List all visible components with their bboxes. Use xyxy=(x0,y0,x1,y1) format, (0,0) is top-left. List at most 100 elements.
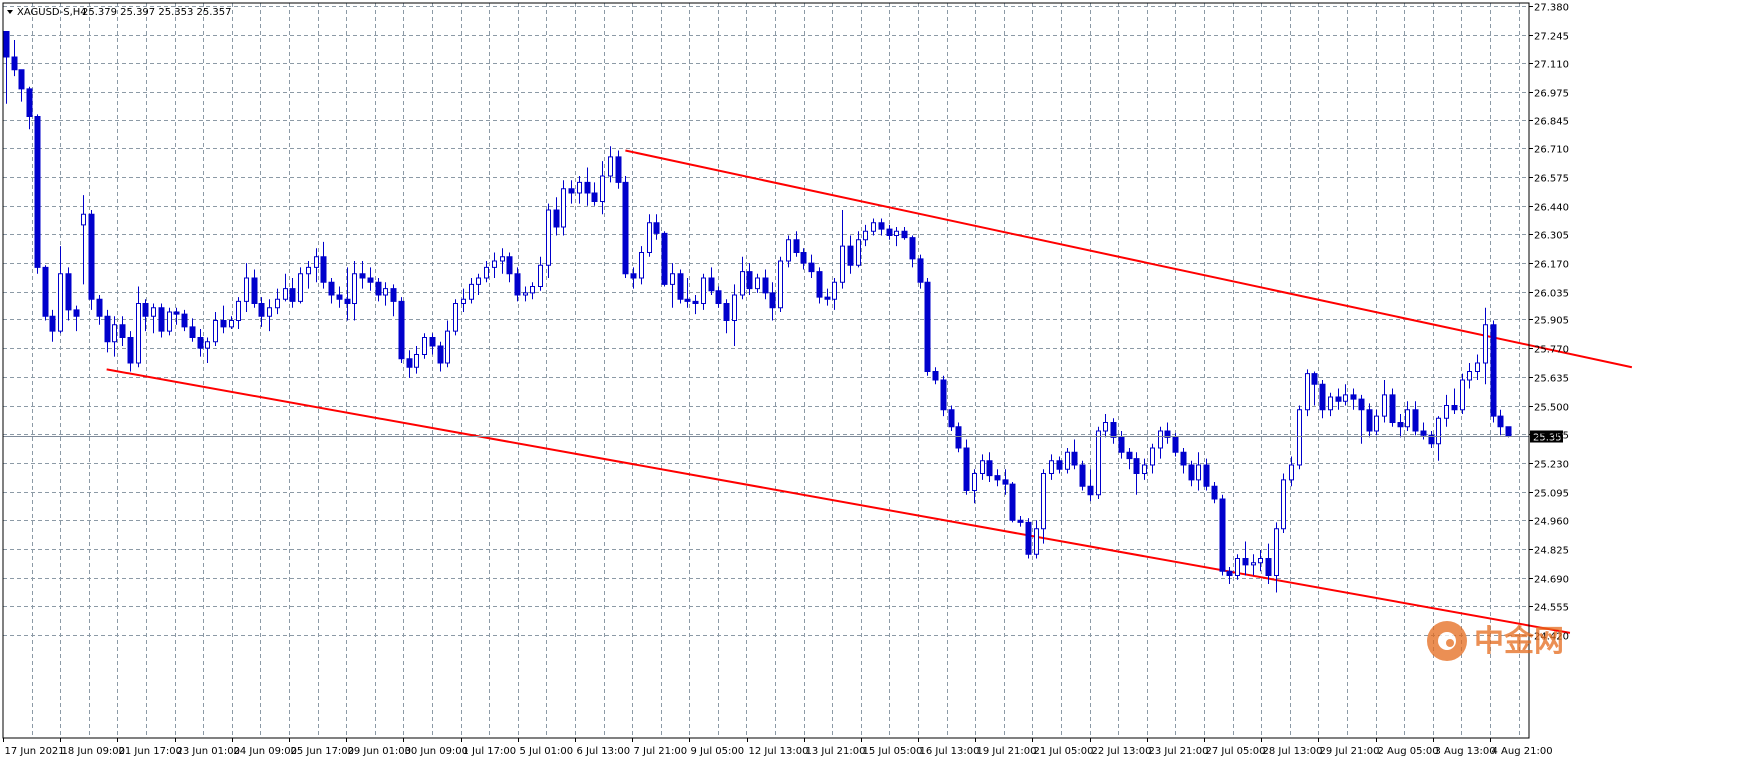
trendline-upper xyxy=(625,149,1633,369)
candle-body-bear xyxy=(940,379,947,411)
candle-body-bear xyxy=(142,303,149,317)
candle-body-bear xyxy=(49,315,56,332)
candle-body-bull xyxy=(740,271,745,296)
candle xyxy=(832,278,837,310)
candle-body-bear xyxy=(653,222,660,234)
candle-body-bull xyxy=(213,320,218,343)
candle xyxy=(1382,380,1387,423)
candle-body-bear xyxy=(73,309,80,317)
candle-body-bull xyxy=(1049,460,1054,474)
candle-body-bear xyxy=(1203,464,1210,487)
candle-body-bear xyxy=(824,296,831,300)
candle-body-bear xyxy=(622,181,629,275)
candle-body-bull xyxy=(1251,562,1256,566)
x-tick-label: 21 Jun 17:00 xyxy=(119,746,183,757)
candle-body-bull xyxy=(306,266,311,275)
candle-body-bear xyxy=(406,358,413,368)
candle xyxy=(1397,414,1404,438)
x-tick-label: 24 Jun 09:00 xyxy=(234,746,298,757)
candle-body-bear xyxy=(917,258,924,283)
candle xyxy=(1188,460,1195,487)
candle-body-bear xyxy=(1164,430,1171,438)
candle-body-bull xyxy=(1281,479,1286,530)
x-tick-label: 1 Jul 17:00 xyxy=(463,746,517,757)
y-tick-label: 26.170 xyxy=(1534,260,1569,271)
candle xyxy=(406,350,413,378)
chart-header: XAGUSD-S,H4 25.379 25.397 25.353 25.357 xyxy=(7,7,232,18)
candle-body-bull xyxy=(1096,430,1101,496)
collapse-triangle-icon[interactable] xyxy=(7,10,13,14)
plot-border xyxy=(2,2,1530,739)
candle-body-bull xyxy=(856,239,861,266)
candle-body-bear xyxy=(514,273,521,296)
candle xyxy=(11,40,18,77)
candle-body-bull xyxy=(639,252,644,279)
candle xyxy=(151,303,156,334)
candle-body-bear xyxy=(847,245,854,266)
x-tick-label: 12 Jul 13:00 xyxy=(749,746,809,757)
candle-body-bear xyxy=(119,324,126,338)
candle-body-bear xyxy=(1133,458,1140,474)
candle xyxy=(390,284,397,317)
candle-body-bull xyxy=(561,188,566,228)
y-tick-label: 26.575 xyxy=(1534,174,1569,185)
candle xyxy=(1142,458,1147,480)
candle-body-bull xyxy=(1475,362,1480,372)
candle-body-bear xyxy=(1319,383,1326,411)
candle xyxy=(383,282,388,306)
candle-body-bear xyxy=(1311,373,1318,385)
y-tick-label: 25.500 xyxy=(1534,403,1569,414)
candle xyxy=(546,203,551,278)
candle-body-bull xyxy=(58,273,63,332)
candle xyxy=(453,299,458,336)
candle-body-bull xyxy=(894,230,899,236)
candle xyxy=(840,210,845,289)
candle-body-bull xyxy=(1034,528,1039,555)
candle-body-bull xyxy=(701,277,706,304)
candle xyxy=(778,256,783,312)
candle xyxy=(608,146,613,183)
candle-body-bear xyxy=(816,271,823,298)
y-tick-label: 24.420 xyxy=(1534,632,1569,643)
candle xyxy=(740,256,745,300)
candle xyxy=(1405,401,1410,431)
candle-body-bull xyxy=(1382,394,1387,417)
candle-body-bull xyxy=(1041,473,1046,530)
candle xyxy=(1274,522,1279,593)
candle-body-bear xyxy=(1451,405,1458,411)
x-tick-label: 17 Jun 2021 xyxy=(5,746,65,757)
candle-body-bull xyxy=(778,260,783,309)
candle xyxy=(469,278,474,304)
candle xyxy=(1436,416,1441,461)
candle xyxy=(622,176,629,278)
candle xyxy=(1366,403,1373,438)
candle xyxy=(878,218,885,236)
y-tick-label: 26.035 xyxy=(1534,289,1569,300)
y-tick-label: 25.365 xyxy=(1534,431,1569,442)
candle xyxy=(1350,388,1357,410)
candle-body-bull xyxy=(1343,394,1348,402)
candle-body-bear xyxy=(65,273,72,311)
candle-body-bull xyxy=(422,337,427,355)
candle-body-bear xyxy=(336,294,343,300)
candle xyxy=(871,218,876,236)
candle-body-bear xyxy=(963,447,970,491)
candle-body-bear xyxy=(1490,324,1497,417)
candle-body-bear xyxy=(800,252,807,264)
candle xyxy=(81,195,86,285)
candle-body-bear xyxy=(1242,558,1249,566)
candle xyxy=(1475,354,1480,380)
x-tick-label: 21 Jul 05:00 xyxy=(1034,746,1094,757)
candle-body-bear xyxy=(320,256,327,283)
candle xyxy=(127,331,134,372)
candle xyxy=(1281,473,1286,533)
candle xyxy=(119,316,126,346)
candle-body-bull xyxy=(1258,558,1263,564)
candle-body-bear xyxy=(1420,430,1427,436)
candle xyxy=(1335,388,1342,410)
candle xyxy=(65,267,72,321)
candle xyxy=(220,305,227,334)
candle-body-bear xyxy=(762,277,769,294)
